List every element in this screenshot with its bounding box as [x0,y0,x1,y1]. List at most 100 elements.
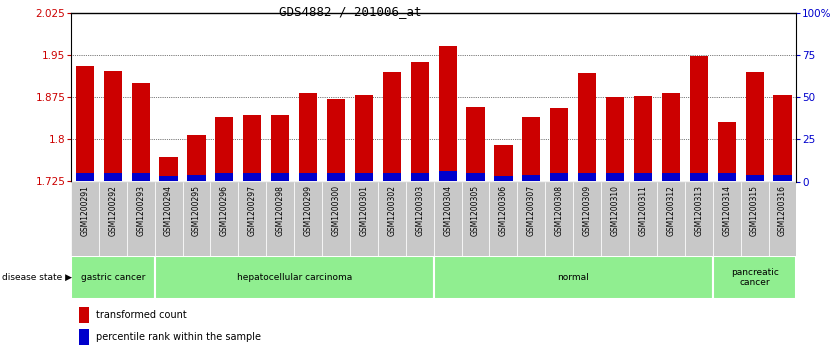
Bar [606,97,624,182]
Text: GSM1200302: GSM1200302 [387,185,396,236]
Bar [769,182,796,256]
Bar [657,182,685,256]
Bar [71,182,98,256]
Text: GSM1200296: GSM1200296 [220,185,229,236]
Bar [103,173,122,182]
Text: GSM1200311: GSM1200311 [639,185,647,236]
Bar [578,173,596,182]
Bar [188,175,205,182]
Bar [159,157,178,182]
Bar [495,145,513,182]
Text: GSM1200314: GSM1200314 [722,185,731,236]
Text: GDS4882 / 201006_at: GDS4882 / 201006_at [279,5,421,19]
Bar [522,117,540,182]
Bar [746,175,764,182]
Bar [466,173,485,182]
Bar [406,182,434,256]
Bar [132,83,150,182]
Text: GSM1200303: GSM1200303 [415,185,425,236]
Bar [210,182,239,256]
Bar [690,56,708,182]
Bar [439,46,457,182]
Text: GSM1200312: GSM1200312 [666,185,676,236]
Bar [271,115,289,182]
Bar [327,99,345,182]
Text: gastric cancer: gastric cancer [81,273,145,282]
Bar [517,182,545,256]
Bar [154,256,434,299]
Bar [383,72,401,182]
Text: GSM1200295: GSM1200295 [192,185,201,236]
Bar [439,171,457,182]
Bar [98,182,127,256]
Text: transformed count: transformed count [96,310,187,320]
Bar [271,173,289,182]
Bar [573,182,601,256]
Text: GSM1200308: GSM1200308 [555,185,564,236]
Bar [154,182,183,256]
Bar [244,173,261,182]
Bar [713,182,741,256]
Bar [461,182,490,256]
Bar [746,72,764,182]
Text: GSM1200316: GSM1200316 [778,185,787,236]
Text: GSM1200301: GSM1200301 [359,185,369,236]
Bar [434,182,461,256]
Bar [354,173,373,182]
Text: GSM1200297: GSM1200297 [248,185,257,236]
Text: pancreatic
cancer: pancreatic cancer [731,268,779,287]
Text: GSM1200293: GSM1200293 [136,185,145,236]
Bar [76,173,94,182]
Bar [466,107,485,182]
Bar [215,117,234,182]
Text: GSM1200300: GSM1200300 [331,185,340,236]
Bar [629,182,657,256]
Bar [741,182,769,256]
Text: GSM1200307: GSM1200307 [527,185,536,236]
Bar [550,108,568,182]
Bar [773,175,791,182]
Bar [634,96,652,182]
Text: disease state ▶: disease state ▶ [2,273,72,282]
Bar [266,182,294,256]
Bar [378,182,406,256]
Bar [383,173,401,182]
Text: GSM1200310: GSM1200310 [610,185,620,236]
Bar [76,66,94,182]
Bar [490,182,517,256]
Bar [550,173,568,182]
Bar [634,173,652,182]
Bar [545,182,573,256]
Bar [685,182,713,256]
Text: GSM1200304: GSM1200304 [443,185,452,236]
Bar [71,256,154,299]
Bar [127,182,154,256]
Bar [188,135,205,182]
Bar [410,62,429,182]
Bar [294,182,322,256]
Bar [239,182,266,256]
Bar [522,175,540,182]
Bar [244,115,261,182]
Text: percentile rank within the sample: percentile rank within the sample [96,332,261,342]
Bar [183,182,210,256]
Bar [690,173,708,182]
Bar [159,176,178,182]
Bar [299,173,317,182]
Text: GSM1200292: GSM1200292 [108,185,118,236]
Bar [717,173,736,182]
Bar [713,256,796,299]
Bar [132,173,150,182]
Bar [606,173,624,182]
Bar [662,173,680,182]
Bar [578,73,596,182]
Bar [717,122,736,182]
Text: GSM1200291: GSM1200291 [80,185,89,236]
Bar [662,93,680,182]
Text: normal: normal [557,273,589,282]
Text: GSM1200294: GSM1200294 [164,185,173,236]
Text: hepatocellular carcinoma: hepatocellular carcinoma [237,273,352,282]
Text: GSM1200313: GSM1200313 [694,185,703,236]
Bar [773,95,791,182]
Bar [350,182,378,256]
